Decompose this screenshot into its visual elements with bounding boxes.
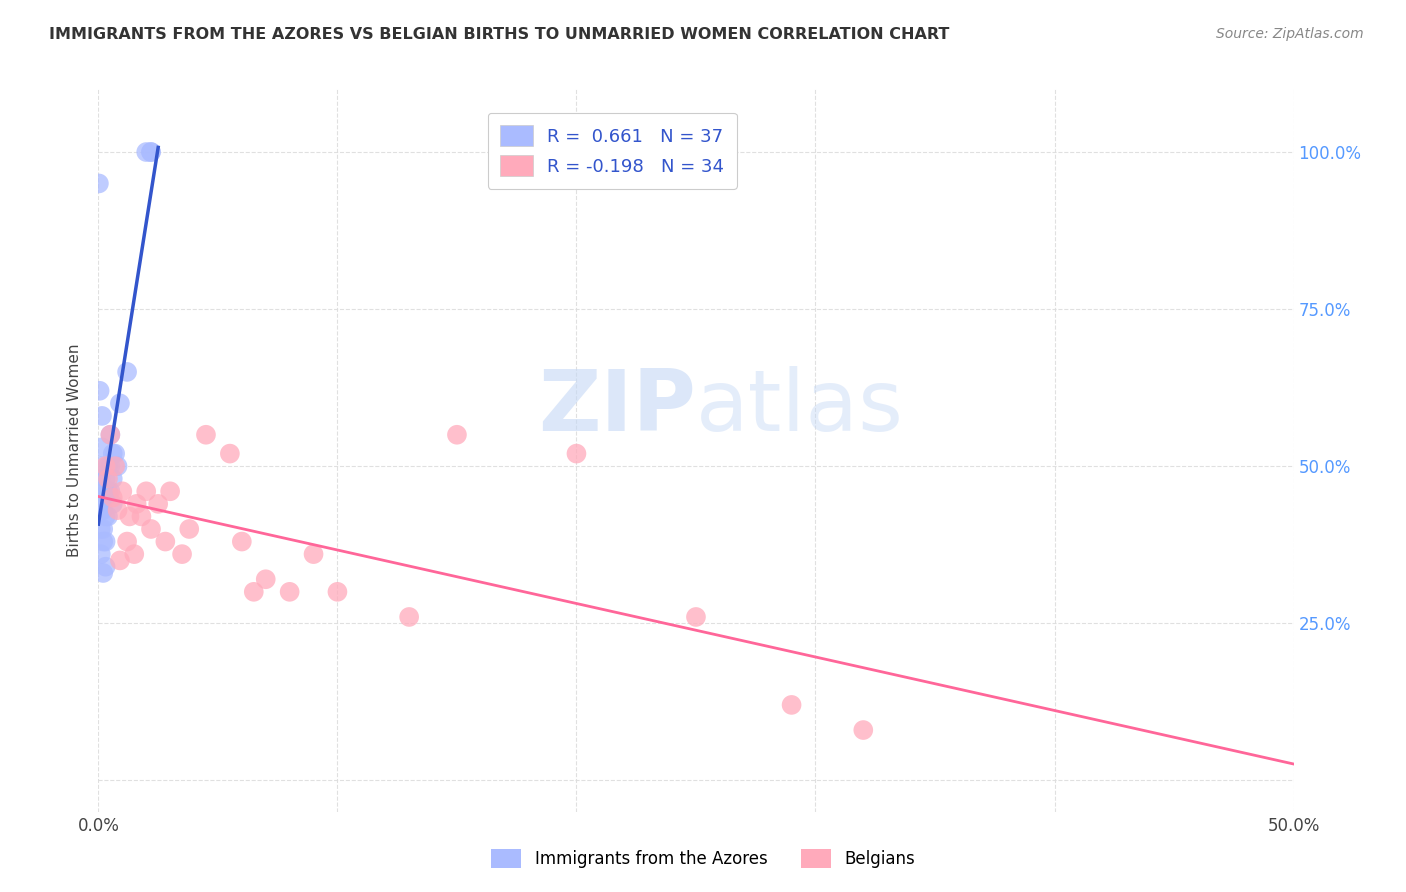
Text: ZIP: ZIP bbox=[538, 366, 696, 449]
Point bbox=[91, 440, 114, 454]
Point bbox=[565, 447, 588, 461]
Point bbox=[131, 509, 153, 524]
Point bbox=[326, 584, 349, 599]
Point bbox=[118, 509, 141, 524]
Point bbox=[94, 472, 117, 486]
Point bbox=[90, 547, 112, 561]
Point bbox=[219, 447, 242, 461]
Point bbox=[101, 447, 124, 461]
Point bbox=[115, 534, 138, 549]
Point bbox=[852, 723, 875, 737]
Point bbox=[780, 698, 803, 712]
Point bbox=[398, 610, 420, 624]
Point bbox=[155, 534, 177, 549]
Point bbox=[91, 484, 114, 499]
Point bbox=[97, 484, 120, 499]
Point bbox=[98, 427, 122, 442]
Point bbox=[685, 610, 707, 624]
Point bbox=[107, 459, 129, 474]
Point bbox=[94, 459, 117, 474]
Point bbox=[139, 522, 162, 536]
Point bbox=[90, 472, 112, 486]
Point bbox=[179, 522, 201, 536]
Point bbox=[101, 472, 124, 486]
Point bbox=[108, 553, 131, 567]
Point bbox=[104, 459, 127, 474]
Point bbox=[91, 534, 114, 549]
Point bbox=[446, 427, 468, 442]
Point bbox=[135, 145, 157, 159]
Point bbox=[254, 572, 277, 586]
Point bbox=[91, 409, 114, 423]
Point bbox=[107, 503, 129, 517]
Point bbox=[97, 472, 120, 486]
Point bbox=[104, 447, 127, 461]
Point bbox=[94, 491, 117, 505]
Point bbox=[97, 459, 120, 474]
Point bbox=[148, 497, 170, 511]
Point bbox=[90, 459, 112, 474]
Point bbox=[89, 384, 111, 398]
Point bbox=[243, 584, 266, 599]
Point bbox=[97, 509, 120, 524]
Point bbox=[124, 547, 146, 561]
Y-axis label: Births to Unmarried Women: Births to Unmarried Women bbox=[67, 343, 83, 558]
Point bbox=[91, 491, 114, 505]
Point bbox=[231, 534, 253, 549]
Point bbox=[172, 547, 194, 561]
Point bbox=[278, 584, 301, 599]
Point bbox=[101, 491, 124, 505]
Point bbox=[195, 427, 218, 442]
Point bbox=[139, 145, 162, 159]
Legend: R =  0.661   N = 37, R = -0.198   N = 34: R = 0.661 N = 37, R = -0.198 N = 34 bbox=[488, 112, 737, 189]
Text: IMMIGRANTS FROM THE AZORES VS BELGIAN BIRTHS TO UNMARRIED WOMEN CORRELATION CHAR: IMMIGRANTS FROM THE AZORES VS BELGIAN BI… bbox=[49, 27, 949, 42]
Point bbox=[135, 484, 157, 499]
Point bbox=[111, 484, 134, 499]
Point bbox=[94, 534, 117, 549]
Point bbox=[125, 497, 148, 511]
Point bbox=[108, 396, 131, 410]
Point bbox=[98, 484, 122, 499]
Legend: Immigrants from the Azores, Belgians: Immigrants from the Azores, Belgians bbox=[485, 842, 921, 875]
Point bbox=[98, 427, 122, 442]
Point bbox=[98, 459, 122, 474]
Point bbox=[89, 491, 111, 505]
Point bbox=[94, 509, 117, 524]
Point bbox=[159, 484, 181, 499]
Point bbox=[90, 503, 112, 517]
Point bbox=[91, 566, 114, 580]
Point bbox=[91, 503, 114, 517]
Text: atlas: atlas bbox=[696, 366, 904, 449]
Point bbox=[115, 365, 138, 379]
Point bbox=[94, 559, 117, 574]
Point bbox=[91, 522, 114, 536]
Text: Source: ZipAtlas.com: Source: ZipAtlas.com bbox=[1216, 27, 1364, 41]
Point bbox=[87, 177, 110, 191]
Point bbox=[101, 497, 124, 511]
Point bbox=[90, 522, 112, 536]
Point bbox=[139, 145, 162, 159]
Point bbox=[302, 547, 325, 561]
